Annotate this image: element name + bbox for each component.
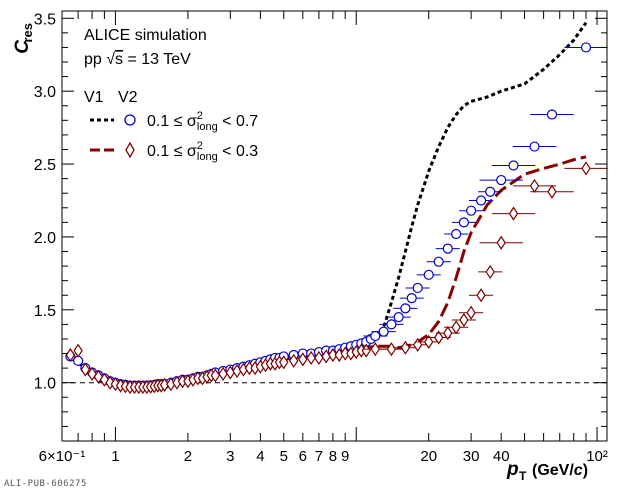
y-tick-label: 2.0 bbox=[34, 230, 56, 247]
legend-marker-narrow bbox=[125, 141, 135, 159]
data-point-circle bbox=[378, 326, 389, 337]
data-point-circle bbox=[475, 195, 487, 206]
data-point-circle bbox=[433, 256, 444, 267]
y-axis-title-subscript: res bbox=[20, 23, 35, 43]
publication-id: ALI-PUB-606275 bbox=[4, 479, 87, 489]
data-point-diamond bbox=[306, 350, 316, 365]
data-point-diamond bbox=[433, 330, 444, 345]
data-point-circle bbox=[386, 319, 397, 330]
data-point-circle bbox=[442, 243, 453, 254]
data-point-diamond bbox=[443, 326, 453, 341]
data-point-circle bbox=[451, 228, 462, 240]
data-point-diamond bbox=[99, 372, 110, 387]
data-point-diamond bbox=[547, 184, 557, 199]
x-tick-label: 10² bbox=[586, 448, 608, 465]
legend-marker-wide bbox=[124, 114, 136, 126]
data-point-diamond bbox=[370, 342, 381, 357]
data-point-circle bbox=[393, 312, 404, 323]
data-point-diamond bbox=[476, 288, 486, 303]
data-point-diamond bbox=[279, 355, 289, 370]
x-tick-label: 4 bbox=[256, 448, 264, 465]
data-point-diamond bbox=[423, 334, 434, 349]
data-point-circle bbox=[580, 42, 592, 53]
x-axis-title-subscript: T bbox=[519, 469, 527, 483]
data-point-diamond bbox=[451, 320, 461, 335]
plot-frame bbox=[61, 10, 608, 442]
x-tick-label: 20 bbox=[420, 448, 437, 465]
data-point-diamond bbox=[328, 347, 338, 363]
data-point-diamond bbox=[210, 368, 221, 383]
data-point-diamond bbox=[105, 375, 115, 390]
x-axis-title-p: p bbox=[506, 459, 519, 480]
x-tick-label: 7 bbox=[315, 448, 323, 465]
series-points-v2_narrow bbox=[65, 161, 608, 395]
y-tick-label: 1.0 bbox=[34, 376, 56, 393]
x-tick-label: 6 bbox=[299, 448, 307, 465]
data-point-circle bbox=[546, 109, 558, 120]
data-point-circle bbox=[529, 141, 540, 152]
data-point-diamond bbox=[361, 343, 371, 358]
legend-header-v2: V2 bbox=[118, 89, 138, 106]
x-tick-label: 9 bbox=[341, 448, 349, 465]
legend-label-wide: 0.1 ≤ σ2 long < 0.7 bbox=[147, 110, 258, 133]
data-point-circle bbox=[412, 282, 423, 294]
data-point-diamond bbox=[581, 161, 591, 176]
y-tick-label: 3.5 bbox=[34, 11, 56, 28]
x-tick-label: 30 bbox=[463, 448, 480, 465]
legend-header-v1: V1 bbox=[84, 89, 104, 106]
data-point-circle bbox=[400, 303, 411, 314]
data-point-diamond bbox=[508, 206, 519, 221]
x-tick-label: 40 bbox=[493, 448, 510, 465]
data-point-circle bbox=[406, 293, 417, 304]
x-tick-label: 5 bbox=[280, 448, 288, 465]
data-point-circle bbox=[423, 269, 434, 280]
data-point-circle bbox=[485, 186, 496, 197]
axis-ticks: 1.0 1.5 2.0 2.5 3.0 3.5 6×10⁻¹ 1 2 3 4 5 6 7 8 9 20 30 40 1… bbox=[34, 11, 608, 465]
y-tick-label: 1.5 bbox=[34, 303, 56, 320]
data-point-circle bbox=[466, 205, 477, 216]
data-point-diamond bbox=[314, 350, 324, 365]
x-tick-label: 6×10⁻¹ bbox=[39, 448, 86, 465]
data-point-circle bbox=[508, 160, 519, 171]
x-tick-label: 8 bbox=[329, 448, 337, 465]
data-point-circle bbox=[496, 174, 507, 186]
legend: V1 V2 0.1 ≤ σ2 long < 0.7 0.1 ≤ σ2 long < … bbox=[84, 89, 258, 163]
data-point-diamond bbox=[73, 343, 83, 358]
data-point-circle bbox=[458, 217, 470, 228]
y-tick-label: 2.5 bbox=[34, 157, 56, 174]
plot-area bbox=[62, 21, 608, 395]
data-point-diamond bbox=[496, 235, 506, 250]
x-axis-title: p T (GeV/c) bbox=[506, 459, 588, 483]
data-point-diamond bbox=[65, 347, 76, 363]
data-point-diamond bbox=[485, 264, 495, 279]
data-point-diamond bbox=[386, 342, 397, 357]
y-axis-title: C bbox=[12, 40, 33, 54]
data-point-diamond bbox=[218, 366, 228, 382]
series-line-v1_narrow bbox=[69, 155, 587, 389]
x-tick-label: 3 bbox=[226, 448, 234, 465]
data-point-circle bbox=[370, 330, 381, 342]
x-tick-label: 2 bbox=[184, 448, 192, 465]
data-point-diamond bbox=[466, 305, 476, 320]
annotation-energy: pp √s = 13 TeV bbox=[84, 51, 191, 68]
data-point-diamond bbox=[80, 362, 91, 377]
x-axis-title-unit: (GeV/c) bbox=[532, 462, 588, 479]
data-point-diamond bbox=[459, 312, 469, 328]
legend-label-narrow: 0.1 ≤ σ2 long < 0.3 bbox=[147, 140, 258, 163]
data-point-diamond bbox=[298, 352, 308, 367]
x-tick-label: 1 bbox=[111, 448, 119, 465]
annotation-title: ALICE simulation bbox=[84, 27, 207, 44]
y-tick-label: 3.0 bbox=[34, 84, 56, 101]
data-point-diamond bbox=[288, 353, 299, 368]
